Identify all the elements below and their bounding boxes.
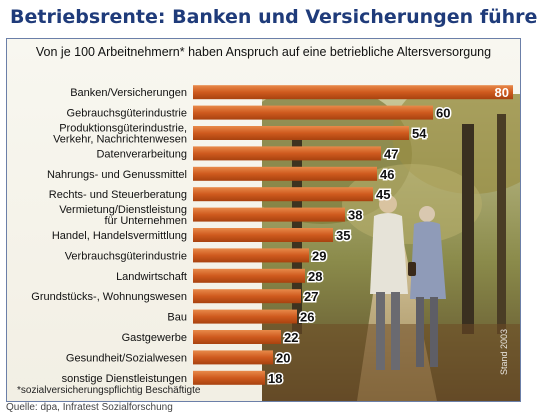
bar-13 — [193, 350, 273, 365]
category-label-13: Gesundheit/Sozialwesen — [66, 352, 187, 364]
footnote: *sozialversicherungspflichtig Beschäftig… — [17, 385, 201, 396]
value-label-12: 22 — [284, 330, 298, 345]
value-label-1: 60 — [436, 106, 450, 121]
chart-title: Betriebsrente: Banken und Versicherungen… — [10, 6, 537, 28]
category-label-10: Grundstücks-, Wohnungswesen — [31, 291, 187, 303]
category-label-0: Banken/Versicherungen — [70, 87, 187, 99]
category-label-6: Vermietung/Dienstleistung für Unternehmen — [59, 204, 187, 227]
chart-panel: Von je 100 Arbeitnehmern* haben Anspruch… — [6, 38, 521, 402]
bar-1 — [193, 105, 433, 120]
category-label-8: Verbrauchsgüterindustrie — [65, 250, 187, 262]
value-label-0: 80 — [495, 85, 509, 100]
source-note: Quelle: dpa, Infratest Sozialforschung — [6, 402, 173, 413]
value-label-11: 26 — [300, 310, 314, 325]
value-label-10: 27 — [304, 289, 318, 304]
bar-9 — [193, 268, 305, 283]
bar-11 — [193, 309, 297, 324]
category-label-14: sonstige Dienstleistungen — [62, 373, 187, 385]
bar-chart: Banken/Versicherungen 80 Gebrauchsgüterind… — [31, 85, 513, 387]
bar-0 — [193, 85, 513, 100]
bar-8 — [193, 248, 309, 263]
value-label-13: 20 — [276, 350, 290, 365]
category-label-4: Nahrungs- und Genussmittel — [47, 169, 187, 181]
chart-subtitle: Von je 100 Arbeitnehmern* haben Anspruch… — [35, 45, 492, 59]
category-label-2: Produktionsgüterindustrie, Verkehr, Nachr… — [53, 123, 187, 146]
category-label-12: Gastgewerbe — [122, 332, 187, 344]
category-label-11: Bau — [167, 312, 187, 324]
value-label-9: 28 — [308, 269, 322, 284]
bar-4 — [193, 166, 377, 181]
bar-5 — [193, 187, 373, 202]
bar-12 — [193, 330, 281, 344]
category-label-5: Rechts- und Steuerberatung — [49, 189, 187, 201]
bar-3 — [193, 146, 381, 161]
category-label-1: Gebrauchsgüterindustrie — [67, 108, 187, 120]
bar-7 — [193, 228, 333, 242]
value-label-14: 18 — [268, 371, 282, 386]
bar-10 — [193, 289, 301, 304]
value-label-5: 45 — [376, 187, 390, 202]
category-label-3: Datenverarbeitung — [96, 148, 187, 160]
value-label-2: 54 — [412, 126, 427, 141]
bar-14 — [193, 370, 265, 385]
value-label-6: 38 — [348, 208, 362, 223]
photo-credit: Stand 2003 — [499, 328, 509, 375]
value-label-7: 35 — [336, 228, 350, 243]
value-label-3: 47 — [384, 146, 398, 161]
category-label-9: Landwirtschaft — [116, 271, 187, 283]
category-label-7: Handel, Handelsvermittlung — [52, 230, 187, 242]
bar-6 — [193, 207, 345, 222]
bar-2 — [193, 126, 409, 140]
couple-figures — [370, 195, 446, 370]
value-label-4: 46 — [380, 167, 394, 182]
value-label-8: 29 — [312, 248, 326, 263]
